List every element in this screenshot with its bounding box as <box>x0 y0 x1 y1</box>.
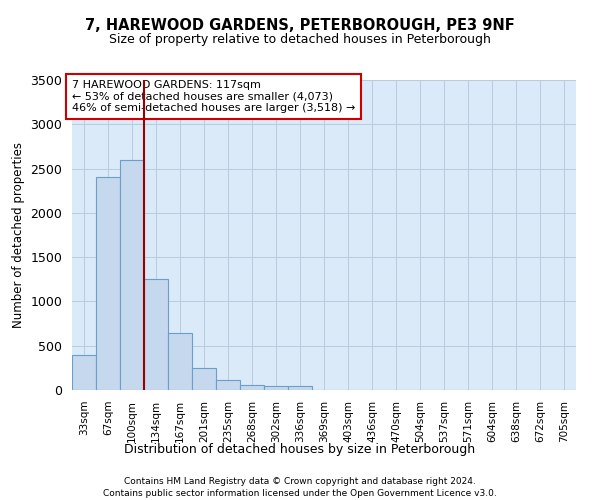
Text: 7, HAREWOOD GARDENS, PETERBOROUGH, PE3 9NF: 7, HAREWOOD GARDENS, PETERBOROUGH, PE3 9… <box>85 18 515 32</box>
Bar <box>192 368 216 390</box>
Text: Contains public sector information licensed under the Open Government Licence v3: Contains public sector information licen… <box>103 489 497 498</box>
Bar <box>120 160 144 390</box>
Bar <box>288 386 312 390</box>
Text: Size of property relative to detached houses in Peterborough: Size of property relative to detached ho… <box>109 32 491 46</box>
Text: 7 HAREWOOD GARDENS: 117sqm
← 53% of detached houses are smaller (4,073)
46% of s: 7 HAREWOOD GARDENS: 117sqm ← 53% of deta… <box>72 80 355 113</box>
Bar <box>96 178 120 390</box>
Bar <box>216 380 240 390</box>
Text: Contains HM Land Registry data © Crown copyright and database right 2024.: Contains HM Land Registry data © Crown c… <box>124 478 476 486</box>
Bar <box>240 384 264 390</box>
Bar <box>144 280 168 390</box>
Text: Distribution of detached houses by size in Peterborough: Distribution of detached houses by size … <box>124 442 476 456</box>
Bar <box>168 334 192 390</box>
Bar <box>264 386 288 390</box>
Y-axis label: Number of detached properties: Number of detached properties <box>12 142 25 328</box>
Bar <box>72 356 96 390</box>
